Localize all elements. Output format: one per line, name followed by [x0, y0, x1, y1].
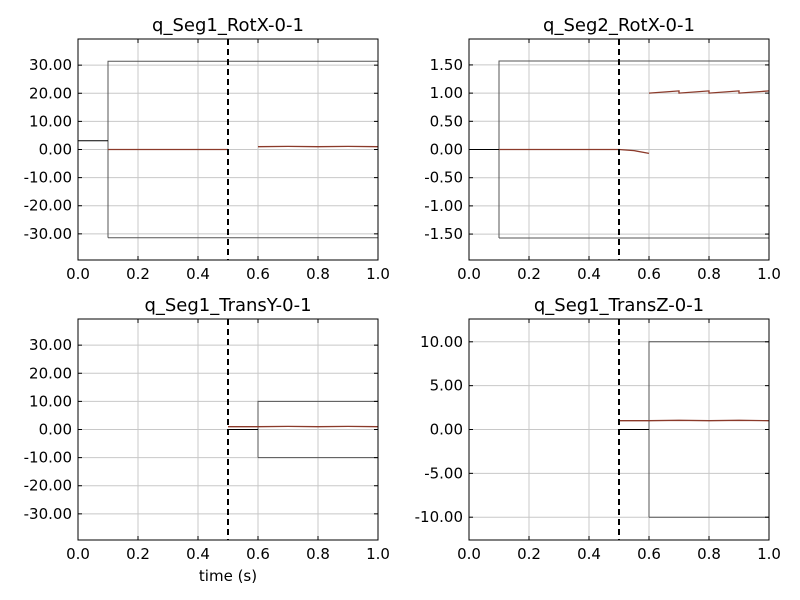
y-tick-label: 0.50	[430, 112, 463, 130]
x-tick-label: 1.0	[366, 545, 390, 563]
y-tick-label: 10.00	[420, 333, 463, 351]
series-upper-bound	[498, 60, 769, 238]
y-tick-label: 0.00	[39, 141, 72, 159]
y-tick-label: -10.00	[24, 449, 72, 467]
x-tick-label: 0.4	[577, 265, 601, 283]
y-tick-label: -1.50	[424, 225, 463, 243]
x-tick-label: 1.0	[366, 265, 390, 283]
x-tick-label: 0.6	[637, 265, 661, 283]
y-tick-label: -0.50	[424, 169, 463, 187]
x-tick-label: 0.6	[246, 545, 270, 563]
y-tick-label: 20.00	[29, 364, 72, 382]
y-tick-label: -20.00	[24, 477, 72, 495]
x-tick-label: 0.2	[517, 545, 541, 563]
subplot-title: q_Seg1_RotX-0-1	[152, 15, 304, 36]
y-tick-label: 0.00	[430, 141, 463, 159]
x-tick-label: 0.8	[697, 545, 721, 563]
x-tick-label: 0.0	[66, 265, 90, 283]
subplot-title: q_Seg2_RotX-0-1	[543, 15, 695, 36]
y-tick-label: -20.00	[24, 197, 72, 215]
x-axis-label: time (s)	[199, 567, 257, 585]
x-tick-label: 0.4	[186, 265, 210, 283]
subplot-1: 0.0 0.2 0.4 0.6 0.8 1.0 30.00 20.00 10.00 0.00 -10…	[24, 15, 390, 283]
x-tick-label: 0.8	[306, 265, 330, 283]
series-upper-bound	[648, 341, 769, 518]
subplot-2: 0.0 0.2 0.4 0.6 0.8 1.0 1.50 1.00 0.50 0.00 -0.50 -…	[424, 15, 781, 283]
y-tick-label: 20.00	[29, 84, 72, 102]
x-tick-label: 0.4	[577, 545, 601, 563]
y-tick-label: 1.50	[430, 56, 463, 74]
x-tick-label: 0.2	[517, 265, 541, 283]
x-tick-label: 0.8	[306, 545, 330, 563]
x-tick-label: 1.0	[757, 265, 781, 283]
x-tick-label: 0.0	[457, 265, 481, 283]
subplot-3: 0.0 0.2 0.4 0.6 0.8 1.0 30.00 20.00 10.00 0.00 -10…	[24, 295, 390, 585]
x-tick-label: 0.6	[637, 545, 661, 563]
y-tick-label: 0.00	[39, 421, 72, 439]
y-tick-label: -30.00	[24, 505, 72, 523]
x-tick-label: 0.0	[457, 545, 481, 563]
y-tick-label: -30.00	[24, 225, 72, 243]
series-upper-bound	[257, 400, 378, 458]
series-state	[648, 90, 770, 94]
y-tick-label: 0.00	[430, 421, 463, 439]
subplot-title: q_Seg1_TransY-0-1	[144, 295, 311, 316]
y-tick-label: 5.00	[430, 377, 463, 395]
y-tick-label: 1.00	[430, 84, 463, 102]
subplot-title: q_Seg1_TransZ-0-1	[534, 295, 704, 316]
series-state	[499, 148, 650, 155]
x-tick-label: 0.0	[66, 545, 90, 563]
x-tick-label: 0.2	[126, 265, 150, 283]
x-tick-label: 1.0	[757, 545, 781, 563]
y-tick-label: -10.00	[415, 508, 463, 526]
y-tick-label: -5.00	[424, 464, 463, 482]
x-tick-label: 0.8	[697, 265, 721, 283]
y-tick-label: 30.00	[29, 336, 72, 354]
y-tick-label: 10.00	[29, 392, 72, 410]
y-tick-label: -1.00	[424, 197, 463, 215]
y-tick-label: -10.00	[24, 169, 72, 187]
x-tick-label: 0.4	[186, 545, 210, 563]
x-tick-label: 0.2	[126, 545, 150, 563]
subplot-4: 0.0 0.2 0.4 0.6 0.8 1.0 10.00 5.00 0.00 -5.00 -10.…	[415, 295, 781, 563]
series-upper-bound	[107, 60, 378, 238]
y-tick-label: 30.00	[29, 56, 72, 74]
x-tick-label: 0.6	[246, 265, 270, 283]
y-tick-label: 10.00	[29, 112, 72, 130]
